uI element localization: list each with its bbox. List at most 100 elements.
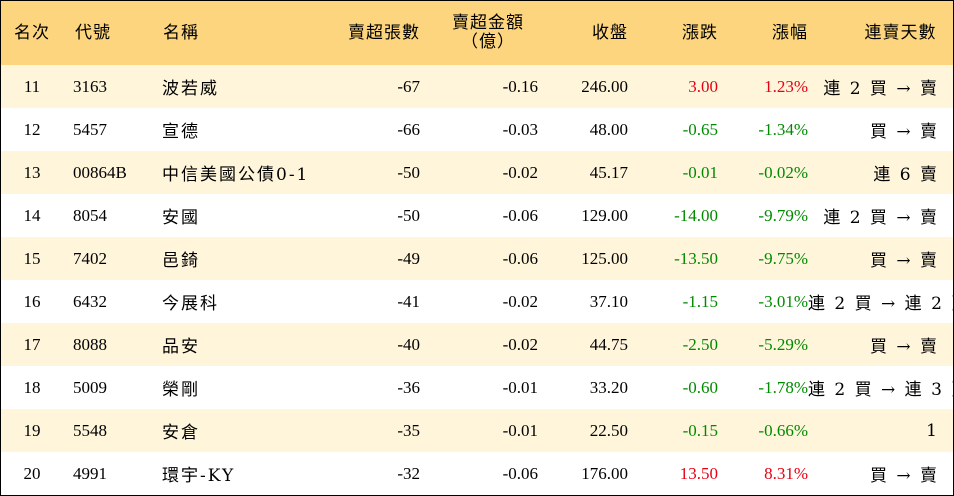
cell-net-sell-lots: -32 <box>397 463 420 483</box>
cell-change: 3.00 <box>688 76 718 96</box>
table-row: 11 3163 波若威 -67 -0.16 246.00 3.00 1.23% … <box>1 65 953 108</box>
cell-code: 8088 <box>73 334 107 354</box>
table-row: 20 4991 環宇-KY -32 -0.06 176.00 13.50 8.3… <box>1 452 953 495</box>
cell-change: -13.50 <box>674 248 718 268</box>
table-row: 12 5457 宣德 -66 -0.03 48.00 -0.65 -1.34% … <box>1 108 953 151</box>
cell-change: -0.65 <box>682 119 718 139</box>
cell-net-sell-amount: -0.16 <box>502 76 538 96</box>
cell-rank: 15 <box>23 248 41 268</box>
header-streak: 連賣天數 <box>864 22 937 43</box>
header-close: 收盤 <box>592 22 628 43</box>
header-row: 名次 代號 名稱 賣超張數 賣超金額 （億） 收盤 漲跌 漲幅 連賣天數 <box>1 1 953 65</box>
cell-change: -2.50 <box>682 334 718 354</box>
cell-name: 品安 <box>162 337 200 357</box>
cell-streak: 買 → 賣 <box>869 337 939 357</box>
cell-change-pct: -0.02% <box>758 162 808 182</box>
cell-code: 5548 <box>73 420 107 440</box>
cell-change-pct: -0.66% <box>758 420 808 440</box>
table-header: 名次 代號 名稱 賣超張數 賣超金額 （億） 收盤 漲跌 漲幅 連賣天數 <box>1 1 953 65</box>
cell-change: 13.50 <box>679 463 718 483</box>
cell-net-sell-amount: -0.02 <box>502 334 538 354</box>
cell-rank: 19 <box>23 420 41 440</box>
cell-streak: 買 → 賣 <box>869 122 939 142</box>
cell-net-sell-amount: -0.01 <box>502 420 538 440</box>
cell-net-sell-amount: -0.01 <box>502 377 538 397</box>
header-net-sell-amount: 賣超金額 （億） <box>420 1 538 65</box>
cell-streak: 買 → 賣 <box>869 466 939 486</box>
header-change-pct: 漲幅 <box>772 22 808 43</box>
cell-net-sell-lots: -50 <box>397 162 420 182</box>
cell-code: 00864B <box>73 162 127 182</box>
header-change: 漲跌 <box>682 22 718 43</box>
cell-name: 波若威 <box>162 79 219 99</box>
cell-close: 125.00 <box>581 248 628 268</box>
cell-name: 邑錡 <box>162 251 200 271</box>
cell-code: 3163 <box>73 76 107 96</box>
cell-name: 今展科 <box>162 294 219 314</box>
cell-close: 22.50 <box>589 420 628 440</box>
table-row: 18 5009 榮剛 -36 -0.01 33.20 -0.60 -1.78% … <box>1 366 954 409</box>
cell-rank: 13 <box>23 162 41 182</box>
cell-net-sell-lots: -67 <box>397 76 420 96</box>
cell-rank: 14 <box>23 205 41 225</box>
cell-change: -1.15 <box>682 291 718 311</box>
cell-change-pct: -9.79% <box>758 205 808 225</box>
cell-close: 33.20 <box>589 377 628 397</box>
table-row: 17 8088 品安 -40 -0.02 44.75 -2.50 -5.29% … <box>1 323 953 366</box>
cell-close: 129.00 <box>581 205 628 225</box>
cell-name: 榮剛 <box>162 380 200 400</box>
table-row: 14 8054 安國 -50 -0.06 129.00 -14.00 -9.79… <box>1 194 953 237</box>
cell-code: 8054 <box>73 205 107 225</box>
table-row: 19 5548 安倉 -35 -0.01 22.50 -0.15 -0.66% … <box>1 409 953 452</box>
cell-close: 37.10 <box>589 291 628 311</box>
cell-change: -14.00 <box>674 205 718 225</box>
cell-close: 176.00 <box>581 463 628 483</box>
header-name: 名稱 <box>163 22 199 43</box>
cell-code: 5009 <box>73 377 107 397</box>
cell-name: 安國 <box>162 208 200 228</box>
cell-close: 48.00 <box>589 119 628 139</box>
cell-close: 44.75 <box>589 334 628 354</box>
header-net-sell-lots: 賣超張數 <box>348 22 420 43</box>
cell-change-pct: -9.75% <box>758 248 808 268</box>
cell-net-sell-amount: -0.03 <box>502 119 538 139</box>
cell-streak: 連 6 賣 <box>873 165 939 185</box>
cell-change: -0.60 <box>682 377 718 397</box>
cell-rank: 16 <box>23 291 41 311</box>
cell-streak: 連 2 買 → 賣 <box>823 79 939 99</box>
cell-close: 246.00 <box>581 76 628 96</box>
table-row: 16 6432 今展科 -41 -0.02 37.10 -1.15 -3.01%… <box>1 280 954 323</box>
cell-name: 安倉 <box>162 423 200 443</box>
cell-net-sell-lots: -40 <box>397 334 420 354</box>
cell-change-pct: -3.01% <box>758 291 808 311</box>
header-net-sell-amount-line1: 賣超金額 <box>452 13 524 33</box>
cell-close: 45.17 <box>589 162 628 182</box>
cell-code: 7402 <box>73 248 107 268</box>
cell-change-pct: 8.31% <box>764 463 808 483</box>
cell-net-sell-lots: -50 <box>397 205 420 225</box>
cell-change-pct: -5.29% <box>758 334 808 354</box>
cell-name: 宣德 <box>162 122 200 142</box>
cell-code: 4991 <box>73 463 107 483</box>
cell-change-pct: -1.34% <box>758 119 808 139</box>
cell-net-sell-lots: -35 <box>397 420 420 440</box>
cell-change: -0.15 <box>682 420 718 440</box>
cell-net-sell-amount: -0.06 <box>502 205 538 225</box>
header-net-sell-amount-line2: （億） <box>461 32 515 52</box>
cell-net-sell-amount: -0.06 <box>502 463 538 483</box>
cell-streak: 買 → 賣 <box>869 251 939 271</box>
cell-rank: 12 <box>23 119 41 139</box>
cell-rank: 18 <box>23 377 41 397</box>
cell-name: 中信美國公債0-1 <box>162 165 310 185</box>
cell-code: 5457 <box>73 119 107 139</box>
cell-net-sell-lots: -66 <box>397 119 420 139</box>
cell-rank: 20 <box>23 463 41 483</box>
cell-net-sell-amount: -0.02 <box>502 291 538 311</box>
cell-net-sell-lots: -36 <box>397 377 420 397</box>
cell-streak: 連 2 買 → 賣 <box>823 208 939 228</box>
cell-rank: 11 <box>23 76 41 96</box>
cell-change-pct: 1.23% <box>764 76 808 96</box>
cell-rank: 17 <box>23 334 41 354</box>
